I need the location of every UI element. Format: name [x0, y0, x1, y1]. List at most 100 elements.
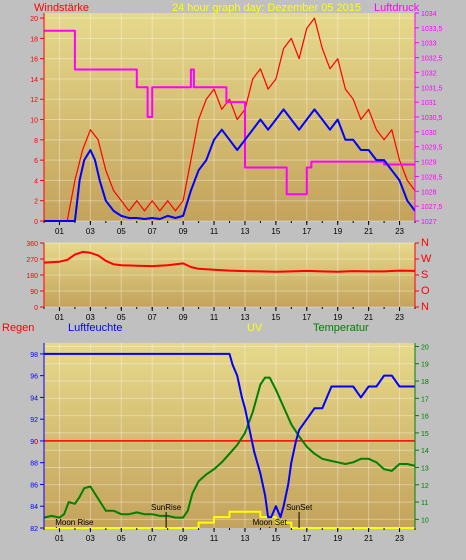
x-tick-label: 23	[395, 313, 404, 322]
x-tick-label: 01	[55, 313, 64, 322]
x-tick-label: 05	[117, 227, 126, 236]
sunset-label: SunSet	[286, 503, 313, 512]
x-tick-label: 13	[241, 313, 250, 322]
x-tick-label: 19	[333, 313, 342, 322]
pressure-line	[44, 29, 415, 196]
right-tick-label: 1031,5	[421, 85, 443, 92]
sunrise-label: SunRise	[151, 503, 182, 512]
x-tick-label: 19	[333, 227, 342, 236]
left-tick-label: 90	[30, 439, 38, 446]
right-tick-label: 1027	[421, 219, 437, 226]
right-tick-label: W	[421, 253, 432, 265]
wind-average-line	[44, 108, 416, 222]
right-tick-label: 14	[421, 448, 429, 455]
x-tick-label: 09	[179, 227, 188, 236]
right-tick-label: 1032	[421, 70, 437, 77]
right-tick-label: N	[421, 237, 429, 249]
x-tick-label: 01	[55, 227, 64, 236]
left-tick-label: 180	[26, 273, 38, 280]
x-tick-label: 03	[86, 534, 95, 543]
left-tick-label: 88	[30, 461, 38, 468]
right-tick-label: 1030	[421, 130, 437, 137]
x-tick-label: 23	[395, 534, 404, 543]
panel-direction-series	[43, 250, 416, 273]
x-tick-label: 15	[271, 534, 280, 543]
x-tick-label: 07	[148, 313, 157, 322]
right-tick-label: 1031	[421, 100, 437, 107]
right-tick-label: 20	[421, 344, 429, 351]
left-tick-label: 16	[30, 57, 38, 64]
rain-axis-label: 0	[34, 439, 38, 446]
right-tick-label: 12	[421, 483, 429, 490]
right-tick-label: 15	[421, 431, 429, 438]
uv-label: UV	[247, 322, 263, 334]
moon-set-label: Moon Set	[253, 518, 288, 527]
left-tick-label: 84	[30, 504, 38, 511]
x-tick-label: 15	[271, 313, 280, 322]
panel-humidity-grid	[44, 343, 415, 528]
x-tick-label: 05	[117, 313, 126, 322]
x-tick-label: 11	[210, 534, 219, 543]
x-tick-label: 21	[364, 313, 373, 322]
temperature-label: Temperatur	[313, 322, 369, 334]
left-tick-label: 96	[30, 374, 38, 381]
x-tick-label: 13	[241, 227, 250, 236]
left-tick-label: 0	[34, 219, 38, 226]
page-title: 24 hour graph day: Dezember 05 2015	[172, 2, 361, 14]
x-tick-label: 03	[86, 313, 95, 322]
x-tick-label: 17	[302, 227, 311, 236]
panel-humidity-axes: 01 03 05 07 09 11 13 15 17 19 21 23 82 84 86 88 90 92 94 96…	[30, 343, 429, 543]
x-tick-label: 03	[86, 227, 95, 236]
wind-line	[44, 17, 416, 222]
panel-humidity-annotations: Moon Rise SunRise Moon Set SunSet	[55, 503, 313, 528]
right-tick-label: 1030,5	[421, 115, 443, 122]
right-tick-label: S	[421, 269, 428, 281]
x-tick-label: 09	[179, 534, 188, 543]
right-tick-label: 10	[421, 517, 429, 524]
right-tick-label: O	[421, 285, 430, 297]
left-tick-label: 90	[30, 289, 38, 296]
left-tick-label: 0	[34, 305, 38, 312]
moon-rise-label: Moon Rise	[55, 518, 94, 527]
x-tick-label: 21	[364, 534, 373, 543]
left-tick-label: 86	[30, 482, 38, 489]
humidity-label: Luftfeuchte	[68, 322, 122, 334]
left-tick-label: 98	[30, 352, 38, 359]
panel-wind-axes: 01 03 05 07 09 11 13 15 17 19 21 23 0 2 4 6 8 10 12 14 16 18 2…	[30, 11, 442, 236]
left-tick-label: 10	[30, 118, 38, 125]
right-tick-label: 1033	[421, 41, 437, 48]
left-tick-label: 14	[30, 77, 38, 84]
humidity-line	[44, 352, 415, 519]
left-tick-label: 270	[26, 257, 38, 264]
right-tick-label: 1029	[421, 160, 437, 167]
x-tick-label: 15	[271, 227, 280, 236]
x-tick-label: 19	[333, 534, 342, 543]
x-tick-label: 17	[302, 534, 311, 543]
pressure-label: Luftdruck	[374, 2, 420, 14]
x-tick-label: 13	[241, 534, 250, 543]
direction-line	[43, 250, 416, 273]
x-tick-label: 21	[364, 227, 373, 236]
left-tick-label: 94	[30, 395, 38, 402]
right-tick-label: 1029,5	[421, 145, 443, 152]
left-tick-label: 82	[30, 526, 38, 533]
panel-humidity-bg	[44, 343, 415, 528]
left-tick-label: 12	[30, 97, 38, 104]
uv-line	[44, 510, 415, 529]
right-tick-label: 1034	[421, 11, 437, 18]
right-tick-label: N	[421, 301, 429, 313]
right-tick-label: 11	[421, 500, 428, 507]
left-tick-label: 4	[34, 178, 38, 185]
left-tick-label: 360	[26, 241, 38, 248]
right-tick-label: 17	[421, 396, 429, 403]
x-tick-label: 23	[395, 227, 404, 236]
left-tick-label: 6	[34, 158, 38, 165]
x-tick-label: 11	[210, 227, 219, 236]
x-tick-label: 01	[55, 534, 64, 543]
panel-humidity-series	[43, 352, 416, 529]
panel-direction-bg	[44, 243, 415, 307]
right-tick-label: 18	[421, 379, 429, 386]
